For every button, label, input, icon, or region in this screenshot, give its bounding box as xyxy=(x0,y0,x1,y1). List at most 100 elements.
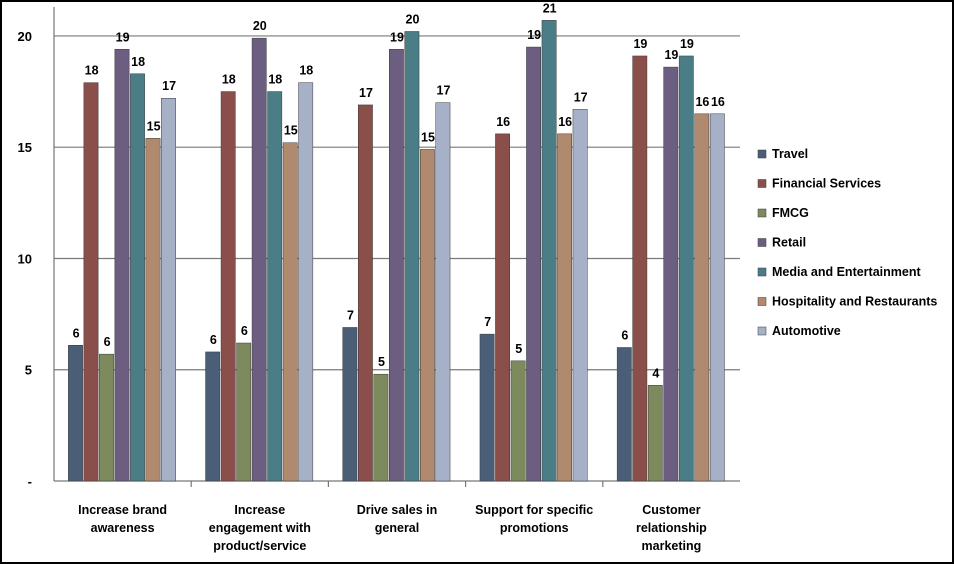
data-label: 17 xyxy=(437,84,451,98)
x-category-label: general xyxy=(375,521,419,535)
data-label: 5 xyxy=(378,355,385,369)
bar-7-1 xyxy=(161,97,176,482)
data-label: 16 xyxy=(496,115,510,129)
bar-3-4 xyxy=(510,360,526,482)
data-label: 15 xyxy=(421,130,435,144)
data-label: 16 xyxy=(695,95,709,109)
data-label: 16 xyxy=(558,115,572,129)
legend-swatch xyxy=(757,326,767,336)
data-label: 17 xyxy=(359,86,373,100)
data-label: 7 xyxy=(484,315,491,329)
bars xyxy=(68,20,725,482)
data-label: 19 xyxy=(680,37,694,51)
bar-6-2 xyxy=(282,142,298,482)
legend: Travel Financial Services FMCG Retail Media … xyxy=(757,147,937,338)
y-axis-ticks: - 5 10 15 20 xyxy=(18,29,32,489)
legend-swatch xyxy=(757,297,767,306)
bar-5-3 xyxy=(404,31,420,482)
legend-swatch xyxy=(757,149,767,159)
legend-swatch xyxy=(757,267,767,277)
legend-swatch xyxy=(757,238,767,247)
x-category-label: engagement with xyxy=(209,521,311,535)
data-label: 5 xyxy=(515,342,522,356)
x-category-label: product/service xyxy=(213,539,306,553)
bar-6-5 xyxy=(694,113,710,482)
data-label: 19 xyxy=(633,37,647,51)
data-label: 6 xyxy=(241,324,248,338)
bar-4-2 xyxy=(251,37,267,482)
y-tick-label: - xyxy=(28,474,32,489)
data-label: 6 xyxy=(210,333,217,347)
bar-3-3 xyxy=(373,373,389,482)
legend-label: Hospitality and Restaurants xyxy=(772,295,937,309)
bar-7-3 xyxy=(435,102,451,482)
data-label: 19 xyxy=(664,48,678,62)
data-label: 18 xyxy=(222,73,236,87)
data-label: 20 xyxy=(406,12,420,26)
bar-3-1 xyxy=(99,353,114,482)
data-label: 16 xyxy=(711,95,725,109)
bar-2-5 xyxy=(632,55,648,482)
data-label: 17 xyxy=(162,79,176,93)
bar-2-1 xyxy=(83,82,99,482)
data-label: 18 xyxy=(299,64,313,78)
data-label: 15 xyxy=(147,119,161,133)
bar-1-2 xyxy=(205,351,221,482)
x-category-label: relationship xyxy=(636,521,707,535)
legend-label: Travel xyxy=(772,147,808,161)
bar-6-4 xyxy=(557,133,573,482)
y-tick-label: 20 xyxy=(18,29,32,44)
bar-7-2 xyxy=(298,82,314,482)
data-label: 19 xyxy=(527,28,541,42)
x-category-label: Increase xyxy=(234,503,285,517)
bar-2-3 xyxy=(358,104,373,482)
bar-6-1 xyxy=(145,138,161,482)
data-label: 17 xyxy=(574,90,588,104)
data-label: 18 xyxy=(85,64,99,78)
data-label: 6 xyxy=(621,328,628,342)
legend-swatch xyxy=(757,208,767,218)
y-tick-label: 10 xyxy=(18,251,32,266)
x-category-label: awareness xyxy=(91,521,155,535)
data-label: 6 xyxy=(73,326,80,340)
data-label: 15 xyxy=(284,124,298,138)
bar-2-4 xyxy=(495,133,511,482)
bar-5-4 xyxy=(541,20,557,482)
bar-5-5 xyxy=(678,55,694,482)
legend-swatch xyxy=(757,179,767,188)
bar-1-5 xyxy=(616,347,632,482)
x-category-label: Support for specific xyxy=(475,503,593,517)
bar-5-1 xyxy=(130,73,145,482)
bar-4-1 xyxy=(114,49,130,482)
data-label: 18 xyxy=(131,55,145,69)
bar-1-4 xyxy=(479,333,495,482)
bar-4-5 xyxy=(663,66,679,482)
data-label: 7 xyxy=(347,308,354,322)
bar-6-3 xyxy=(420,149,435,482)
data-label: 6 xyxy=(104,335,111,349)
data-label: 18 xyxy=(268,73,282,87)
x-category-label: marketing xyxy=(642,539,702,553)
x-category-label: Customer xyxy=(642,503,700,517)
legend-label: FMCG xyxy=(772,206,809,220)
data-label: 4 xyxy=(652,366,659,380)
bar-7-5 xyxy=(709,113,725,482)
y-tick-label: 5 xyxy=(25,363,32,378)
x-category-label: Drive sales in xyxy=(357,503,438,517)
legend-label: Media and Entertainment xyxy=(772,265,921,279)
x-axis-categories: Increase brand awareness Increase engagemen… xyxy=(78,503,707,553)
bar-3-5 xyxy=(647,385,663,482)
x-category-label: promotions xyxy=(500,521,569,535)
data-label: 19 xyxy=(390,30,404,44)
bar-3-2 xyxy=(236,342,252,482)
bar-1-1 xyxy=(68,345,83,482)
y-tick-label: 15 xyxy=(18,140,32,155)
x-category-label: Increase brand xyxy=(78,503,167,517)
bar-4-3 xyxy=(389,49,404,482)
legend-label: Retail xyxy=(772,236,806,250)
data-label: 21 xyxy=(543,2,557,15)
data-label: 19 xyxy=(116,30,130,44)
